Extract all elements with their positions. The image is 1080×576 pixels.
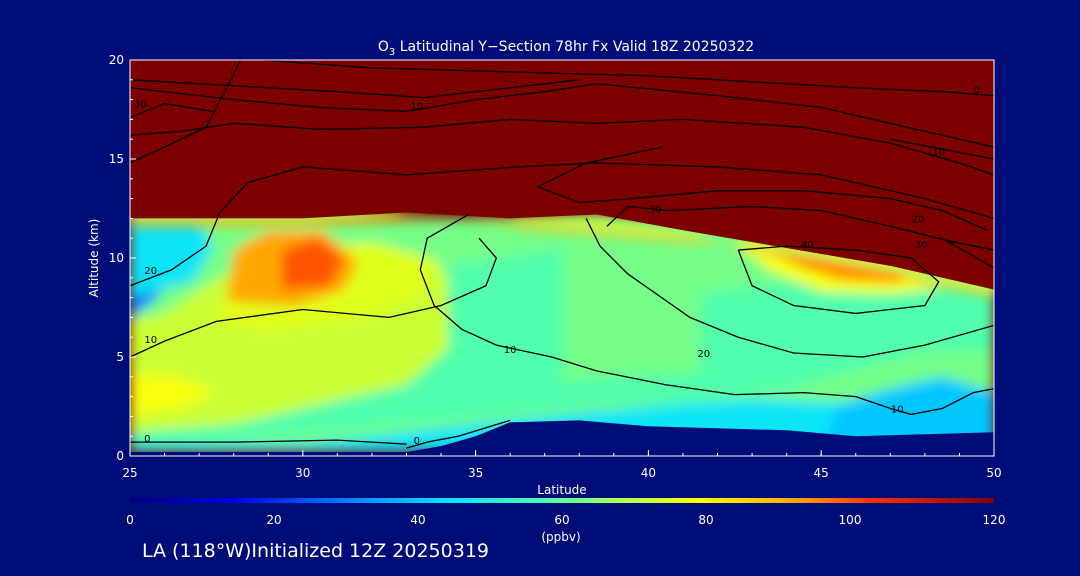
y-tick-label: 10	[109, 251, 124, 265]
contour-line	[261, 60, 994, 97]
x-tick-label: 25	[122, 466, 137, 480]
contour-line	[419, 213, 856, 398]
contour-line	[606, 205, 994, 251]
x-tick-label: 35	[468, 466, 483, 480]
footer-label: LA (118°W)Initialized 12Z 20250319	[142, 540, 489, 562]
x-tick-label: 45	[814, 466, 829, 480]
chart-title: O3 Latitudinal Y−Section 78hr Fx Valid 1…	[378, 39, 754, 58]
contour-label: 20	[912, 214, 925, 225]
colorbar-tick-label: 20	[266, 513, 281, 527]
contour-line	[890, 138, 994, 160]
colorbar-tick-label: 0	[126, 513, 134, 527]
contour-label: 40	[801, 240, 814, 251]
colorbar-tick-label: 120	[983, 513, 1006, 527]
chart-title-prefix: O	[378, 39, 389, 55]
y-axis-label: Altitude (km)	[87, 219, 101, 298]
contour-line	[536, 146, 988, 231]
contour-label: 10	[144, 335, 157, 346]
y-tick-label: 15	[109, 152, 124, 166]
contour-line	[406, 419, 511, 449]
contour-line	[130, 118, 994, 176]
tropopause-gradient	[130, 212, 994, 294]
contour-label: 30	[134, 100, 147, 111]
colorbar-tick-label: 40	[410, 513, 425, 527]
chart-title-subscript: 3	[389, 47, 395, 58]
terrain-mask	[130, 420, 994, 456]
contour-label: 0	[974, 86, 980, 97]
contour-lines: 0 0 10 10 10 20 20 20 30 30 30 40 10 10 0	[130, 60, 994, 449]
y-tick-label: 0	[116, 449, 124, 463]
y-tick-label: 20	[109, 53, 124, 67]
contour-label: 20	[144, 266, 157, 277]
contour-label: 20	[697, 349, 710, 360]
colorbar-tick-label: 100	[839, 513, 862, 527]
contour-label: 10	[932, 147, 945, 158]
chart-title-rest: Latitudinal Y−Section 78hr Fx Valid 18Z …	[395, 39, 754, 55]
contour-line	[855, 388, 994, 416]
x-tick-label: 50	[986, 466, 1001, 480]
y-tick-label: 5	[116, 350, 124, 364]
contour-line	[130, 83, 994, 148]
contour-label: 10	[410, 102, 423, 113]
contour-label: 10	[891, 404, 904, 415]
tropopause-gradient	[130, 212, 994, 297]
contour-line	[130, 439, 407, 445]
colorbar-ticks: 0 20 40 60 80 100 120	[126, 513, 1005, 527]
contour-line	[130, 79, 580, 99]
contour-line	[945, 239, 994, 269]
contour-label: 0	[414, 436, 420, 447]
contour-line	[130, 237, 498, 358]
x-tick-label: 30	[295, 466, 310, 480]
x-axis: 25 30 35 40 45 50	[122, 450, 1002, 480]
colorbar-tick-label: 80	[698, 513, 713, 527]
contour-line	[130, 102, 214, 119]
contour-label: 30	[915, 240, 928, 251]
contour-label: 30	[649, 204, 662, 215]
ozone-zone	[130, 372, 217, 417]
contour-line	[737, 245, 940, 315]
colorbar-unit-label: (ppbv)	[541, 530, 580, 544]
contour-line	[585, 218, 994, 358]
colorbar-tick-label: 60	[554, 513, 569, 527]
x-axis-label: Latitude	[537, 483, 586, 497]
contour-label: 10	[504, 345, 517, 356]
ozone-zone	[821, 376, 994, 453]
y-axis: 0 5 10 15 20	[109, 53, 136, 463]
contour-line	[130, 162, 994, 287]
contour-label: 0	[144, 434, 150, 445]
ozone-zone	[282, 238, 345, 290]
x-tick-label: 40	[641, 466, 656, 480]
plot-area: 0 0 10 10 10 20 20 20 30 30 30 40 10 10 0	[130, 60, 994, 456]
colorbar	[130, 498, 994, 503]
